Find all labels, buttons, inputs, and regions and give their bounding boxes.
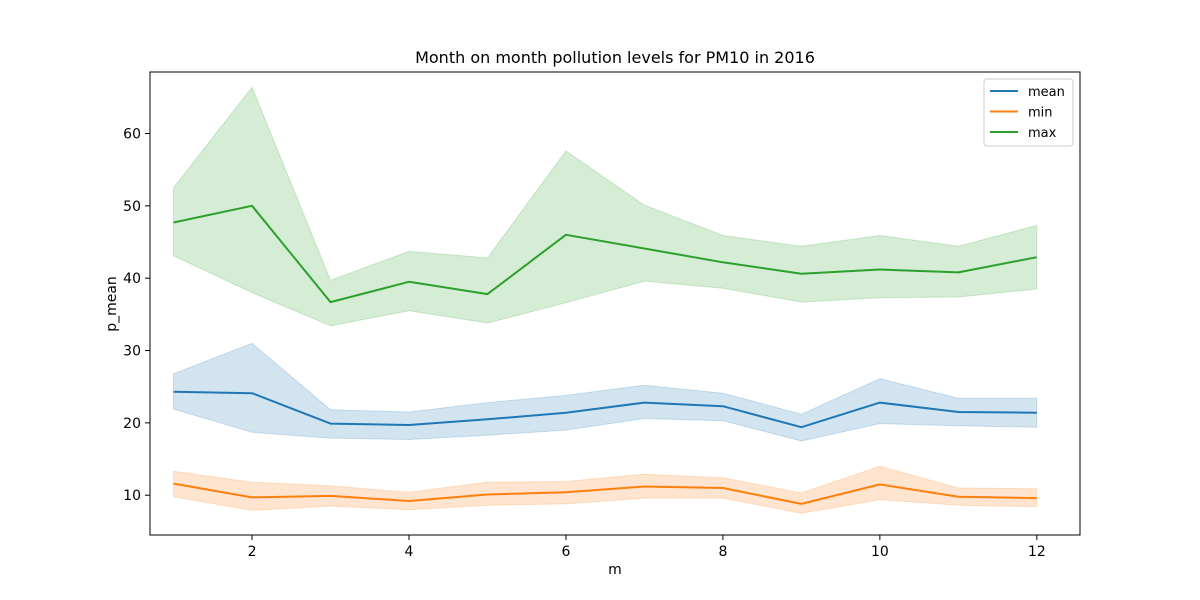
plot-frame: [149, 71, 1081, 536]
legend-box: [983, 78, 1074, 147]
x-axis-ticks: 2 4 6 8 10 12: [248, 535, 1046, 560]
line-mean: [173, 390, 1037, 429]
x-tick-label: 2: [248, 544, 257, 560]
x-tick-label: 6: [561, 544, 570, 560]
y-axis-ticks: 10 20 30 40 50 60: [123, 126, 150, 504]
y-tick-label: 40: [123, 271, 141, 287]
y-tick-label: 50: [123, 199, 141, 215]
line-max: [173, 204, 1037, 304]
legend: mean min max: [983, 78, 1074, 147]
line-min: [173, 482, 1037, 505]
y-axis-label: p_mean: [104, 276, 120, 332]
y-tick-label: 30: [123, 344, 141, 360]
band-max: [173, 86, 1038, 327]
legend-label-min: min: [1028, 106, 1053, 121]
x-axis-label: m: [608, 562, 622, 578]
x-tick-label: 8: [718, 544, 727, 560]
legend-label-mean: mean: [1028, 85, 1065, 100]
x-tick-label: 4: [405, 544, 414, 560]
y-tick-label: 10: [123, 488, 141, 504]
legend-label-max: max: [1028, 126, 1057, 141]
x-tick-label: 10: [871, 544, 889, 560]
y-tick-label: 60: [123, 126, 141, 142]
x-tick-label: 12: [1028, 544, 1046, 560]
series-lines: [173, 204, 1037, 505]
y-tick-label: 20: [123, 416, 141, 432]
chart-title: Month on month pollution levels for PM10…: [415, 48, 815, 67]
band-mean: [173, 342, 1038, 442]
